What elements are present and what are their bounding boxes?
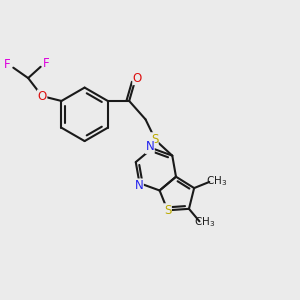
Text: O: O bbox=[133, 72, 142, 85]
Text: S: S bbox=[151, 133, 158, 146]
Text: CH$_3$: CH$_3$ bbox=[194, 216, 215, 230]
Text: O: O bbox=[38, 90, 47, 103]
Text: N: N bbox=[146, 140, 154, 153]
Text: S: S bbox=[164, 204, 171, 217]
Text: F: F bbox=[43, 57, 49, 70]
Text: F: F bbox=[4, 58, 11, 71]
Text: N: N bbox=[134, 179, 143, 192]
Text: CH$_3$: CH$_3$ bbox=[206, 175, 228, 188]
